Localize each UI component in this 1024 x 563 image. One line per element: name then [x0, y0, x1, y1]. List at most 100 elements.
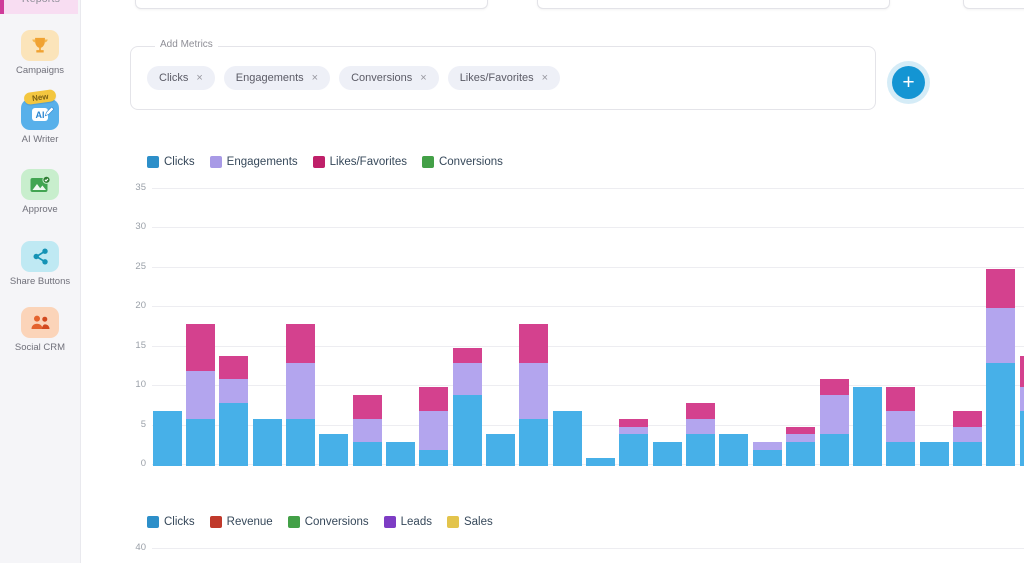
sidebar-item-campaigns[interactable]: Campaigns — [0, 30, 80, 76]
bar-segment-clicks[interactable] — [986, 363, 1016, 466]
legend-item-conversions[interactable]: Conversions — [287, 516, 369, 528]
legend-swatch — [446, 516, 459, 528]
chip-label: Engagements — [235, 72, 304, 84]
sidebar-item-share-buttons[interactable]: Share Buttons — [0, 241, 80, 287]
legend-item-revenue[interactable]: Revenue — [209, 516, 273, 528]
chip-engagements[interactable]: Engagements × — [223, 66, 331, 90]
bar-segment-engagements[interactable] — [819, 395, 849, 435]
bar-segment-clicks[interactable] — [219, 402, 249, 466]
bar-segment-clicks[interactable] — [586, 458, 616, 466]
legend-item-clicks[interactable]: Clicks — [147, 516, 195, 528]
bar-segment-engagements[interactable] — [1019, 387, 1024, 411]
bar-segment-clicks[interactable] — [486, 434, 515, 466]
bar-segment-engagements[interactable] — [786, 434, 816, 443]
remove-icon[interactable]: × — [420, 72, 427, 84]
bar-segment-clicks[interactable] — [752, 450, 782, 466]
chip-clicks[interactable]: Clicks × — [147, 66, 215, 90]
sidebar-item-reports[interactable]: Reports — [0, 0, 78, 14]
bar-segment-likes-favorites[interactable] — [352, 395, 382, 419]
sidebar-item-ai-writer[interactable]: AI New AI Writer — [0, 88, 80, 145]
remove-icon[interactable]: × — [196, 72, 203, 84]
top-input-right[interactable] — [537, 0, 890, 9]
bar-segment-clicks[interactable] — [852, 387, 882, 466]
bar-segment-clicks[interactable] — [786, 442, 816, 466]
remove-icon[interactable]: × — [311, 72, 319, 84]
legend-item-conversions[interactable]: Conversions — [421, 156, 503, 168]
bar-segment-engagements[interactable] — [686, 418, 716, 435]
bar-segment-clicks[interactable] — [352, 442, 382, 466]
bar-segment-likes-favorites[interactable] — [786, 426, 816, 435]
sidebar-item-label: AI Writer — [21, 134, 59, 145]
bar-segment-clicks[interactable] — [886, 442, 916, 466]
bar-segment-engagements[interactable] — [519, 363, 549, 419]
legend-item-engagements[interactable]: Engagements — [209, 156, 298, 168]
bar-segment-engagements[interactable] — [752, 442, 782, 451]
share-buttons-tile — [21, 241, 59, 272]
legend-swatch — [147, 516, 159, 528]
add-metrics-label: Add Metrics — [155, 39, 218, 50]
sidebar-item-social-crm[interactable]: Social CRM — [0, 307, 80, 353]
add-metric-button[interactable]: + — [892, 66, 925, 99]
bar-segment-likes-favorites[interactable] — [819, 379, 849, 396]
bar-segment-clicks[interactable] — [419, 450, 449, 466]
photo-approve-icon — [30, 176, 51, 192]
bar-segment-clicks[interactable] — [319, 434, 349, 466]
bar-segment-likes-favorites[interactable] — [686, 402, 716, 419]
legend-item-leads[interactable]: Leads — [383, 516, 432, 528]
bar-segment-likes-favorites[interactable] — [886, 387, 916, 411]
bar-segment-clicks[interactable] — [185, 418, 215, 466]
bar-segment-clicks[interactable] — [652, 442, 682, 466]
bar-segment-clicks[interactable] — [619, 434, 649, 466]
campaigns-tile — [21, 30, 59, 61]
chip-likes-favorites[interactable]: Likes/Favorites × — [447, 66, 561, 90]
bar-segment-likes-favorites[interactable] — [452, 347, 482, 364]
bar-segment-clicks[interactable] — [686, 434, 716, 466]
top-input-far-right[interactable] — [963, 0, 1024, 9]
legend-label: Clicks — [164, 516, 195, 528]
legend-item-likes-favorites[interactable]: Likes/Favorites — [312, 156, 407, 168]
bar-segment-likes-favorites[interactable] — [419, 387, 449, 411]
bar-segment-clicks[interactable] — [819, 434, 849, 466]
bar-segment-engagements[interactable] — [352, 418, 382, 443]
legend-item-sales[interactable]: Sales — [446, 516, 493, 528]
legend-item-clicks[interactable]: Clicks — [147, 156, 195, 168]
chip-conversions[interactable]: Conversions × — [339, 66, 439, 90]
bar-segment-likes-favorites[interactable] — [986, 268, 1016, 309]
bar-segment-engagements[interactable] — [285, 363, 315, 419]
bar-segment-clicks[interactable] — [285, 418, 315, 466]
bar-segment-clicks[interactable] — [552, 410, 582, 466]
bar-segment-likes-favorites[interactable] — [619, 418, 649, 427]
bar-segment-engagements[interactable] — [452, 363, 482, 396]
bar-segment-clicks[interactable] — [452, 395, 482, 466]
y-axis-tick: 40 — [135, 542, 146, 553]
bar-segment-engagements[interactable] — [886, 410, 916, 443]
chart1-legend: Clicks Engagements Likes/Favorites Conve… — [147, 156, 503, 168]
top-input-left[interactable] — [135, 0, 488, 9]
gridline — [152, 345, 1024, 347]
bar-segment-likes-favorites[interactable] — [185, 324, 215, 372]
bar-segment-engagements[interactable] — [952, 426, 982, 443]
bar-segment-clicks[interactable] — [952, 442, 982, 466]
gridline — [152, 424, 1024, 426]
bar-segment-engagements[interactable] — [185, 371, 215, 419]
bar-segment-clicks[interactable] — [519, 418, 549, 466]
bar-segment-engagements[interactable] — [219, 379, 249, 403]
remove-icon[interactable]: × — [541, 72, 549, 84]
bar-segment-likes-favorites[interactable] — [219, 355, 249, 380]
bar-segment-likes-favorites[interactable] — [1019, 355, 1024, 388]
bar-segment-engagements[interactable] — [419, 410, 449, 451]
new-badge: New — [22, 88, 57, 106]
bar-segment-likes-favorites[interactable] — [285, 324, 315, 364]
sidebar-item-approve[interactable]: Approve — [0, 169, 80, 215]
bar-segment-clicks[interactable] — [919, 442, 949, 466]
bar-segment-engagements[interactable] — [619, 426, 649, 435]
bar-segment-likes-favorites[interactable] — [519, 324, 549, 364]
bar-segment-clicks[interactable] — [1019, 410, 1024, 466]
bar-segment-likes-favorites[interactable] — [952, 410, 982, 427]
bar-segment-clicks[interactable] — [719, 434, 749, 466]
bar-segment-engagements[interactable] — [986, 308, 1016, 364]
bar-segment-clicks[interactable] — [385, 442, 415, 466]
legend-label: Leads — [400, 516, 432, 528]
bar-segment-clicks[interactable] — [252, 418, 282, 466]
bar-segment-clicks[interactable] — [152, 410, 182, 466]
